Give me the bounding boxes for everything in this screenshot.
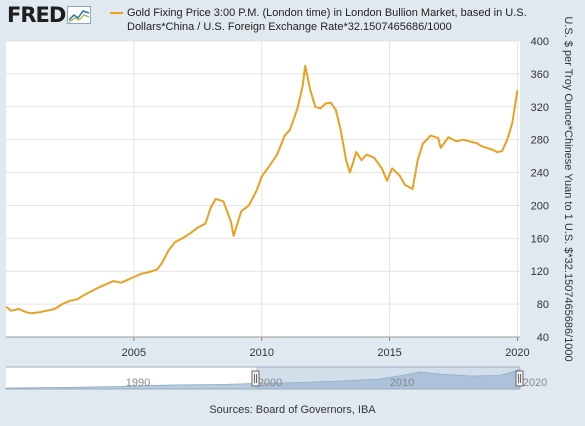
navigator-tick-2020: 2020 xyxy=(523,377,547,389)
x-tick-2005: 2005 xyxy=(122,347,146,359)
x-tick-2010: 2010 xyxy=(249,347,273,359)
plot-area xyxy=(6,41,520,337)
navigator-handle-right[interactable] xyxy=(515,370,524,387)
fred-graph-icon xyxy=(67,6,92,24)
y-tick-320: 320 xyxy=(531,102,549,114)
navigator-selection[interactable] xyxy=(256,367,520,389)
source-note: Sources: Board of Governors, IBA xyxy=(209,404,376,416)
y-tick-360: 360 xyxy=(531,69,549,81)
range-navigator[interactable]: 1990 2000 2010 2020 xyxy=(5,366,547,390)
navigator-mini-series xyxy=(5,368,521,390)
fred-logo: FRED xyxy=(7,3,92,27)
x-axis: 2005 2010 2015 2020 xyxy=(6,336,530,359)
navigator-handle-left[interactable] xyxy=(251,370,260,387)
y-axis: 40 80 120 160 200 240 280 320 360 400 xyxy=(531,36,549,344)
y-tick-120: 120 xyxy=(531,266,549,278)
y-tick-240: 240 xyxy=(531,168,549,180)
chart-legend: Gold Fixing Price 3:00 P.M. (London time… xyxy=(110,6,530,34)
y-tick-280: 280 xyxy=(531,135,549,147)
legend-label: Gold Fixing Price 3:00 P.M. (London time… xyxy=(127,7,527,33)
y-tick-200: 200 xyxy=(531,200,549,212)
series-line-0 xyxy=(5,64,519,315)
navigator-tick-2010: 2010 xyxy=(390,377,414,389)
x-tick-2020: 2020 xyxy=(505,347,529,359)
series-layer xyxy=(5,64,519,315)
y-tick-80: 80 xyxy=(537,299,549,311)
y-axis-label: U.S. $ per Troy Ounce*Chinese Yuan to 1 … xyxy=(562,16,574,361)
x-tick-2015: 2015 xyxy=(377,347,401,359)
navigator-tick-2000: 2000 xyxy=(258,377,282,389)
y-tick-40: 40 xyxy=(537,332,549,344)
logo-text: FRED xyxy=(7,3,66,27)
navigator-tick-1990: 1990 xyxy=(126,377,150,389)
y-tick-400: 400 xyxy=(531,36,549,48)
legend-swatch xyxy=(110,12,123,14)
y-tick-160: 160 xyxy=(531,233,549,245)
